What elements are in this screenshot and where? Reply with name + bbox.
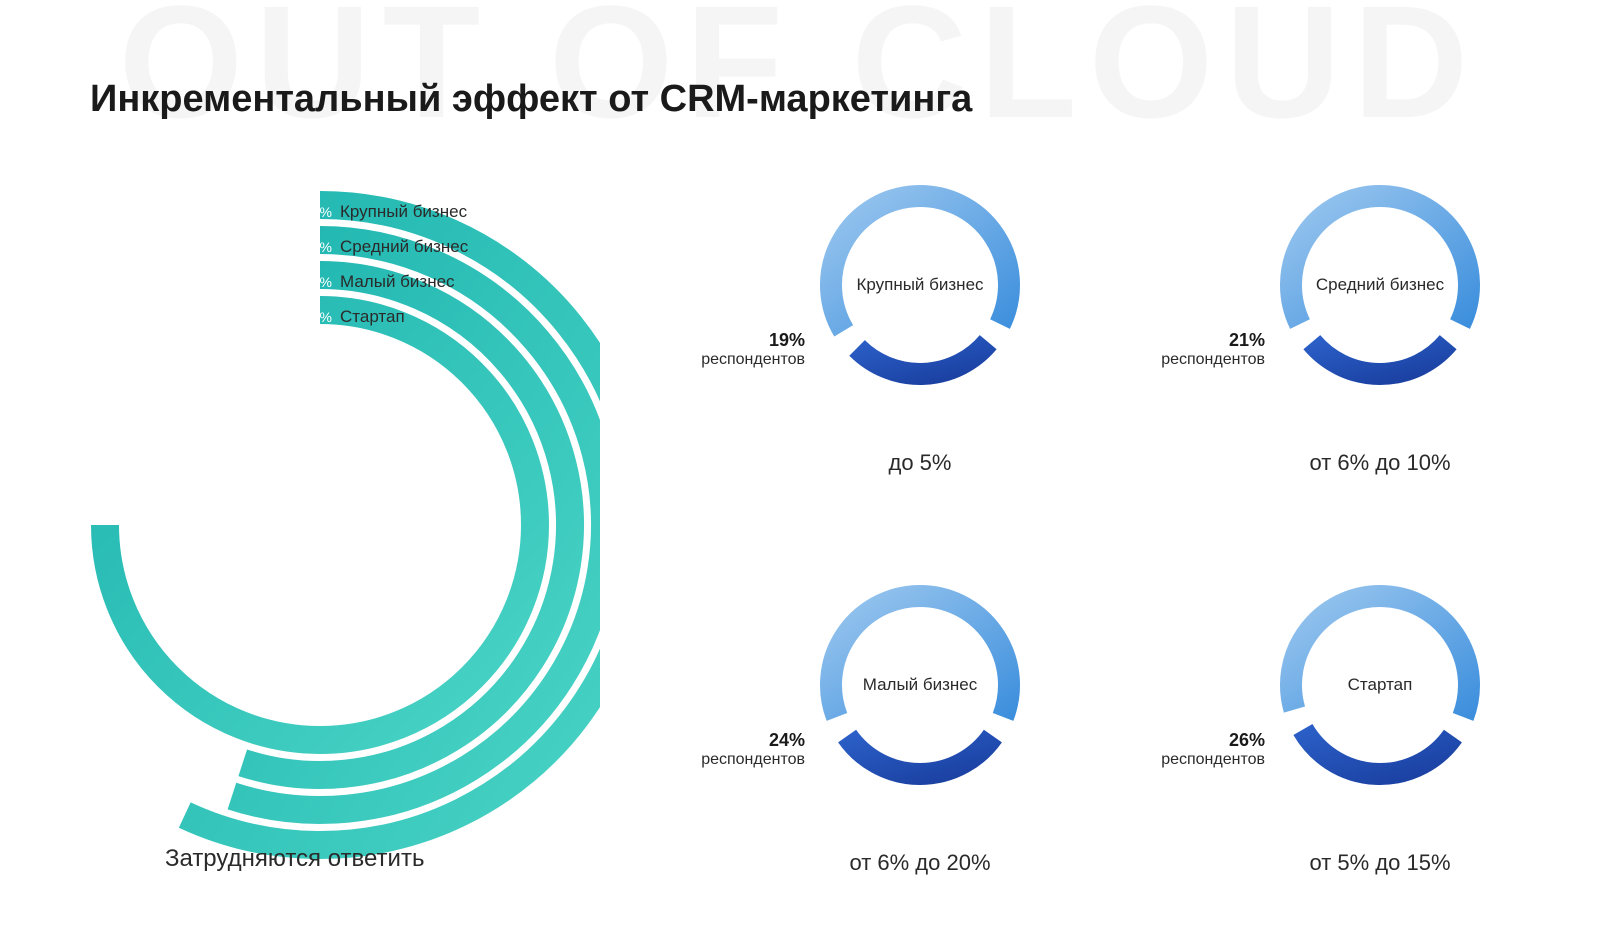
donut-cell: Стартап26%респондентов от 5% до 15% <box>1100 575 1560 905</box>
donut-caption: от 6% до 10% <box>1270 450 1490 476</box>
donut-cell: Крупный бизнес19%респондентов до 5% <box>640 175 1100 505</box>
radial-name-label: Средний бизнес <box>340 237 468 257</box>
donut-center-label: Малый бизнес <box>810 575 1030 795</box>
donut-sub-label: респондентов <box>640 351 805 369</box>
radial-labels: 57%Крупный бизнес55%Средний бизнес55%Мал… <box>340 194 510 334</box>
donut-side-box: 26%респондентов <box>1100 730 1265 769</box>
donut-caption: от 6% до 20% <box>810 850 1030 876</box>
radial-name-label: Малый бизнес <box>340 272 455 292</box>
donut-cell: Средний бизнес21%респондентов от 6% до 10… <box>1100 175 1560 505</box>
donut-pct-label: 21% <box>1100 330 1265 351</box>
donut-sub-label: респондентов <box>1100 351 1265 369</box>
radial-row: 75%Стартап <box>340 299 510 334</box>
donut-caption: до 5% <box>810 450 1030 476</box>
radial-pct-label: 75% <box>298 309 340 325</box>
donut-center-label: Крупный бизнес <box>810 175 1030 395</box>
donut-side-box: 21%респондентов <box>1100 330 1265 369</box>
donut-cell: Малый бизнес24%респондентов от 6% до 20% <box>640 575 1100 905</box>
donut-sub-label: респондентов <box>1100 751 1265 769</box>
donut-side-box: 24%респондентов <box>640 730 805 769</box>
radial-pct-label: 57% <box>298 204 340 220</box>
donut-sub-label: респондентов <box>640 751 805 769</box>
donut-grid: Крупный бизнес19%респондентовдо 5%Средни… <box>640 175 1560 905</box>
radial-chart: 57%Крупный бизнес55%Средний бизнес55%Мал… <box>40 170 600 830</box>
radial-ring <box>105 310 535 740</box>
radial-pct-label: 55% <box>298 274 340 290</box>
radial-caption: Затрудняются ответить <box>165 845 424 873</box>
donut-pct-label: 26% <box>1100 730 1265 751</box>
donut-side-box: 19%респондентов <box>640 330 805 369</box>
donut-center-label: Средний бизнес <box>1270 175 1490 395</box>
radial-row: 55%Средний бизнес <box>340 229 510 264</box>
radial-name-label: Стартап <box>340 307 405 327</box>
donut-center-label: Стартап <box>1270 575 1490 795</box>
donut-pct-label: 19% <box>640 330 805 351</box>
donut-caption: от 5% до 15% <box>1270 850 1490 876</box>
radial-pct-label: 55% <box>298 239 340 255</box>
watermark-text: OUT OF CLOUD <box>0 0 1599 154</box>
radial-name-label: Крупный бизнес <box>340 202 467 222</box>
donut-pct-label: 24% <box>640 730 805 751</box>
page-title: Инкрементальный эффект от CRM-маркетинга <box>90 78 972 121</box>
radial-row: 57%Крупный бизнес <box>340 194 510 229</box>
radial-row: 55%Малый бизнес <box>340 264 510 299</box>
radial-ring <box>243 275 570 775</box>
